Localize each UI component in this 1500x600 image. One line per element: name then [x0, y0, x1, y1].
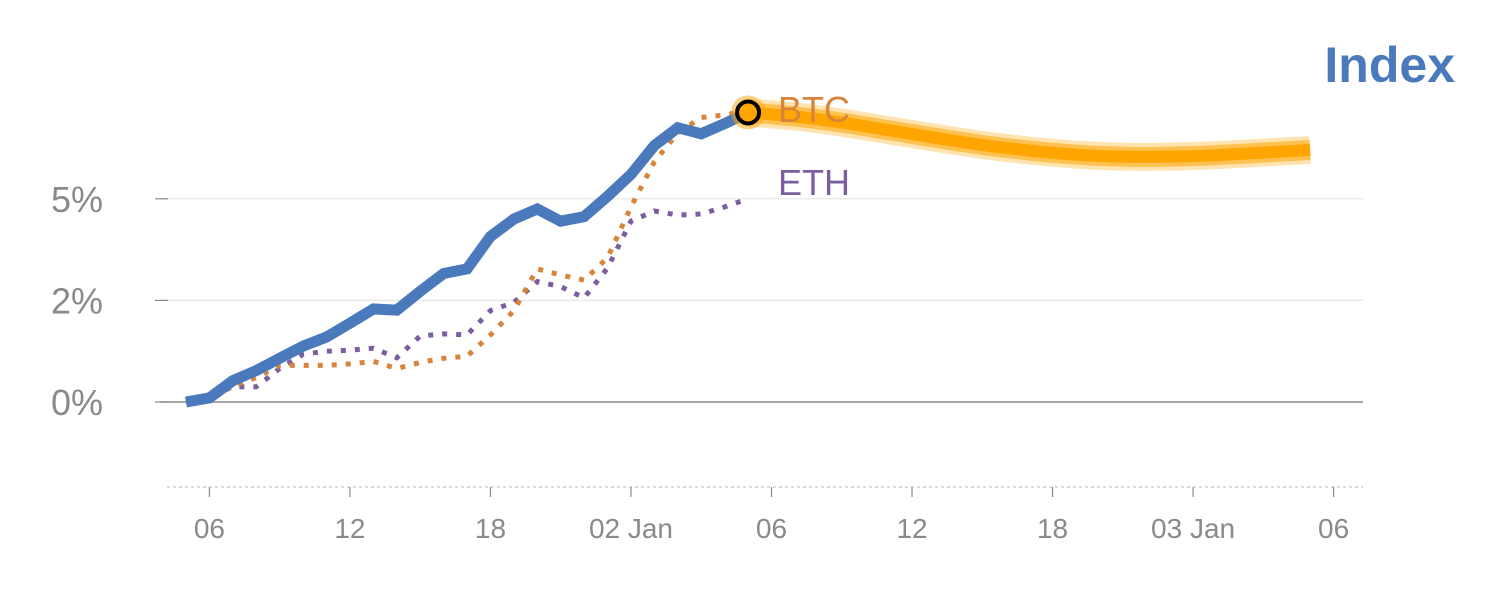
- eth-label: ETH: [778, 162, 850, 203]
- label-layer: 0% 2% 5% 06 12 18 02 Jan 06 12 18 03 Jan 06 BTC ETH: [51, 89, 1349, 544]
- grid-layer: [155, 198, 1363, 497]
- x-tick-label: 02 Jan: [589, 513, 673, 544]
- y-tick-label: 5%: [51, 179, 103, 220]
- x-tick-label: 03 Jan: [1151, 513, 1235, 544]
- x-tick-label: 06: [194, 513, 225, 544]
- x-tick-label: 18: [475, 513, 506, 544]
- x-tick-label: 18: [1037, 513, 1068, 544]
- y-tick-label: 0%: [51, 382, 103, 423]
- btc-label: BTC: [778, 89, 850, 130]
- btc-line: [185, 107, 749, 405]
- series-layer: [185, 95, 1312, 408]
- eth-line: [185, 196, 749, 405]
- x-tick-label: 12: [334, 513, 365, 544]
- index-line: [185, 107, 751, 408]
- end-marker: [735, 99, 762, 126]
- x-tick-label: 06: [1318, 513, 1349, 544]
- chart-title: Index: [1324, 37, 1455, 93]
- x-tick-label: 12: [896, 513, 927, 544]
- y-tick-label: 2%: [51, 280, 103, 321]
- forecast-line: [747, 106, 1311, 163]
- x-tick-label: 06: [756, 513, 787, 544]
